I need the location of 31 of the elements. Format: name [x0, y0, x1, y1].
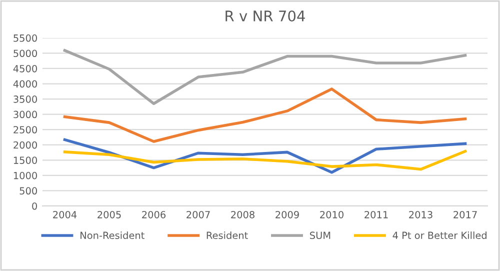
legend-label: SUM	[310, 232, 330, 240]
line-series	[63, 88, 467, 143]
x-tick-label: 2011	[364, 210, 388, 218]
y-tick-label: 0	[32, 202, 37, 210]
y-tick-label: 5500	[14, 34, 37, 42]
y-tick-label: 500	[20, 187, 37, 195]
y-tick-label: 1500	[14, 156, 37, 164]
y-tick-label: 4500	[13, 64, 37, 72]
x-tick-label: 2017	[454, 210, 477, 218]
legend-label: Non-Resident	[80, 232, 144, 240]
x-tick-label: 2013	[409, 210, 432, 218]
legend-label: 4 Pt or Better Killed	[392, 232, 486, 240]
y-tick-label: 5000	[14, 50, 37, 58]
line-series	[63, 150, 467, 171]
x-tick-label: 2007	[186, 210, 210, 218]
x-tick-label: 2010	[320, 210, 344, 218]
y-tick-label: 3000	[14, 110, 37, 118]
x-tick-label: 2008	[231, 210, 254, 218]
line-series	[63, 138, 467, 174]
y-tick-label: 3500	[14, 96, 37, 103]
x-tick-label: 2004	[53, 210, 77, 218]
y-tick-label: 1000	[14, 172, 37, 180]
y-tick-label: 4000	[13, 80, 37, 88]
x-tick-label: 2006	[142, 210, 166, 218]
y-tick-label: 2000	[14, 141, 37, 149]
x-tick-label: 2009	[276, 210, 299, 218]
line-series	[63, 49, 467, 106]
legend-label: Resident	[206, 232, 248, 240]
y-tick-label: 2500	[14, 126, 37, 134]
x-tick-label: 2005	[98, 210, 121, 218]
chart-title: R v NR 704	[226, 10, 305, 22]
